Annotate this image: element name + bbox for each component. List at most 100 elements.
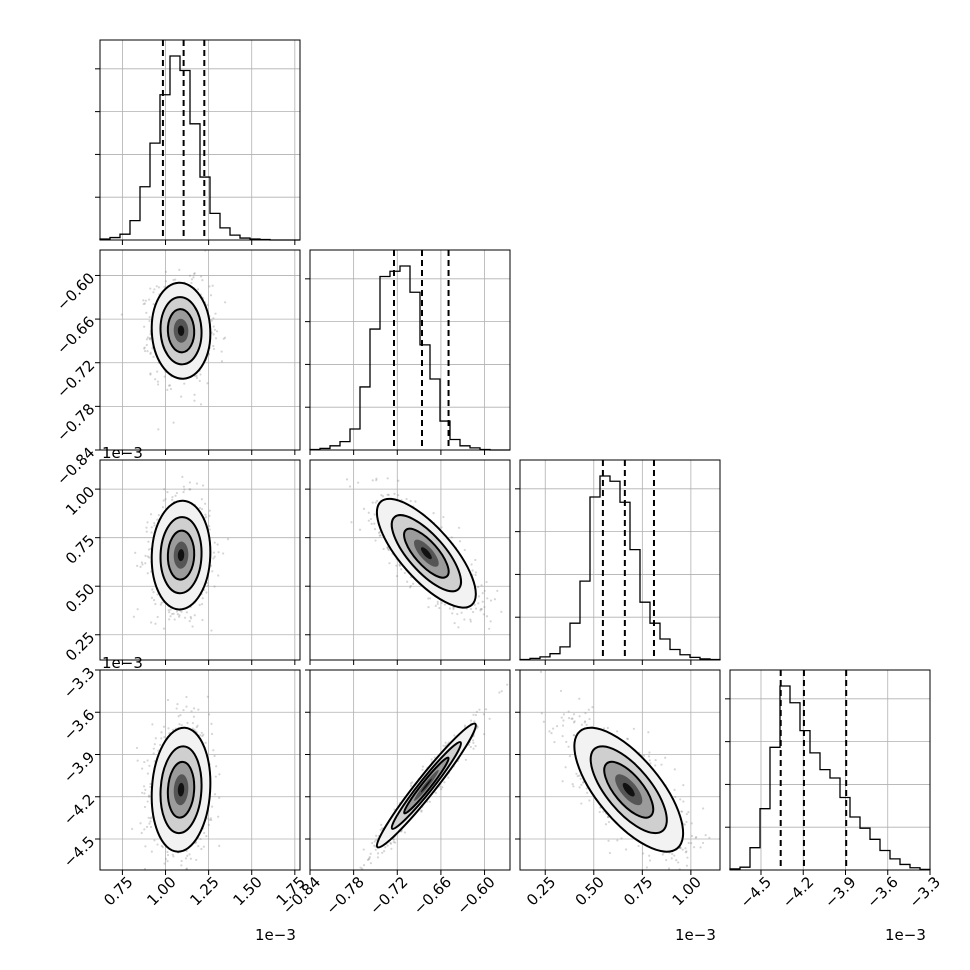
sample-point: [371, 501, 374, 504]
sample-point: [144, 562, 147, 565]
sample-point: [168, 384, 172, 387]
sample-point: [180, 859, 183, 863]
sample-point: [164, 280, 167, 283]
sample-point: [427, 597, 430, 600]
sample-point: [369, 517, 373, 521]
sample-point: [146, 555, 149, 558]
sample-point: [169, 608, 172, 611]
sample-point: [472, 610, 475, 614]
sample-point: [685, 850, 688, 853]
sample-point: [200, 508, 204, 511]
sample-point: [186, 854, 189, 857]
sample-point: [384, 846, 387, 849]
sample-point: [222, 552, 225, 555]
x-tick-label: −0.66: [410, 873, 455, 918]
sample-point: [163, 736, 166, 739]
sample-point: [202, 733, 205, 736]
sample-point: [463, 724, 467, 727]
sample-point: [474, 571, 478, 574]
sample-point: [473, 720, 476, 723]
sample-point: [192, 276, 195, 279]
histogram-step-line: [729, 685, 931, 871]
sample-point: [174, 494, 177, 497]
sample-point: [154, 737, 157, 740]
sample-point: [209, 294, 213, 297]
contour-line: [403, 756, 450, 815]
sample-point: [148, 298, 151, 301]
sample-point: [217, 815, 220, 818]
sample-point: [212, 333, 215, 336]
y-tick-label: −0.78: [53, 400, 98, 445]
y-tick-label: −0.66: [53, 313, 98, 358]
axes-frame: [99, 249, 301, 451]
sample-point: [200, 603, 204, 606]
contour-line: [375, 722, 477, 849]
sample-point: [381, 851, 384, 854]
sample-point: [197, 288, 200, 291]
scatter-panel-3-4: 0.25 0.50 0.75 1.00: [515, 669, 721, 909]
sample-point: [185, 867, 188, 870]
density-fill: [420, 547, 432, 560]
sample-point: [213, 793, 217, 796]
sample-point: [373, 844, 376, 847]
sample-point: [386, 493, 389, 496]
sample-point: [171, 498, 174, 501]
sample-point: [485, 580, 488, 584]
sample-point: [174, 278, 177, 281]
y-tick-label: 0.25: [62, 628, 98, 664]
x-tick-label: −3.6: [863, 873, 901, 911]
x-tick-label: −0.78: [323, 873, 368, 918]
sample-point: [145, 872, 147, 874]
sample-point: [488, 717, 491, 720]
density-fill: [420, 778, 432, 793]
sample-point: [427, 606, 430, 609]
sample-point: [143, 347, 146, 350]
sample-point: [146, 336, 149, 339]
sample-point: [160, 737, 163, 740]
sample-point: [438, 606, 441, 610]
sample-point: [185, 611, 188, 614]
contour-line: [150, 499, 212, 611]
sample-point: [175, 610, 179, 613]
sample-point: [367, 511, 370, 514]
sample-point: [443, 781, 446, 784]
sample-point: [188, 274, 192, 277]
sample-point: [201, 618, 204, 622]
sample-point: [190, 710, 193, 713]
sample-point: [148, 764, 151, 767]
sample-point: [210, 629, 213, 632]
sample-point: [199, 734, 202, 737]
sample-point: [389, 841, 392, 844]
sample-point: [142, 302, 145, 306]
sample-point: [624, 848, 628, 851]
sample-point: [188, 488, 191, 491]
sample-point: [480, 584, 483, 587]
sample-point: [484, 708, 488, 711]
sample-point: [200, 847, 203, 851]
sample-point: [207, 823, 210, 826]
sample-point: [361, 867, 364, 870]
sample-point: [176, 613, 179, 616]
contour-line: [159, 516, 203, 595]
sample-point: [393, 492, 396, 495]
x-tick-label: 0.75: [100, 873, 136, 909]
axes-frame: [99, 39, 301, 241]
sample-point: [359, 866, 362, 869]
sample-point: [469, 620, 472, 623]
sample-point: [144, 299, 147, 302]
sample-point: [362, 848, 365, 851]
sample-point: [145, 338, 149, 341]
sample-point: [647, 731, 650, 734]
sample-point: [386, 546, 389, 550]
sample-point: [148, 319, 151, 323]
sample-point: [349, 485, 352, 488]
sample-point: [604, 823, 608, 826]
sample-point: [143, 792, 146, 795]
sample-point: [152, 355, 155, 358]
sample-point: [690, 842, 693, 845]
sample-point: [150, 621, 153, 624]
sample-point: [199, 837, 202, 841]
contour-line: [150, 726, 212, 853]
sample-point: [389, 842, 393, 845]
sample-point: [182, 485, 185, 488]
